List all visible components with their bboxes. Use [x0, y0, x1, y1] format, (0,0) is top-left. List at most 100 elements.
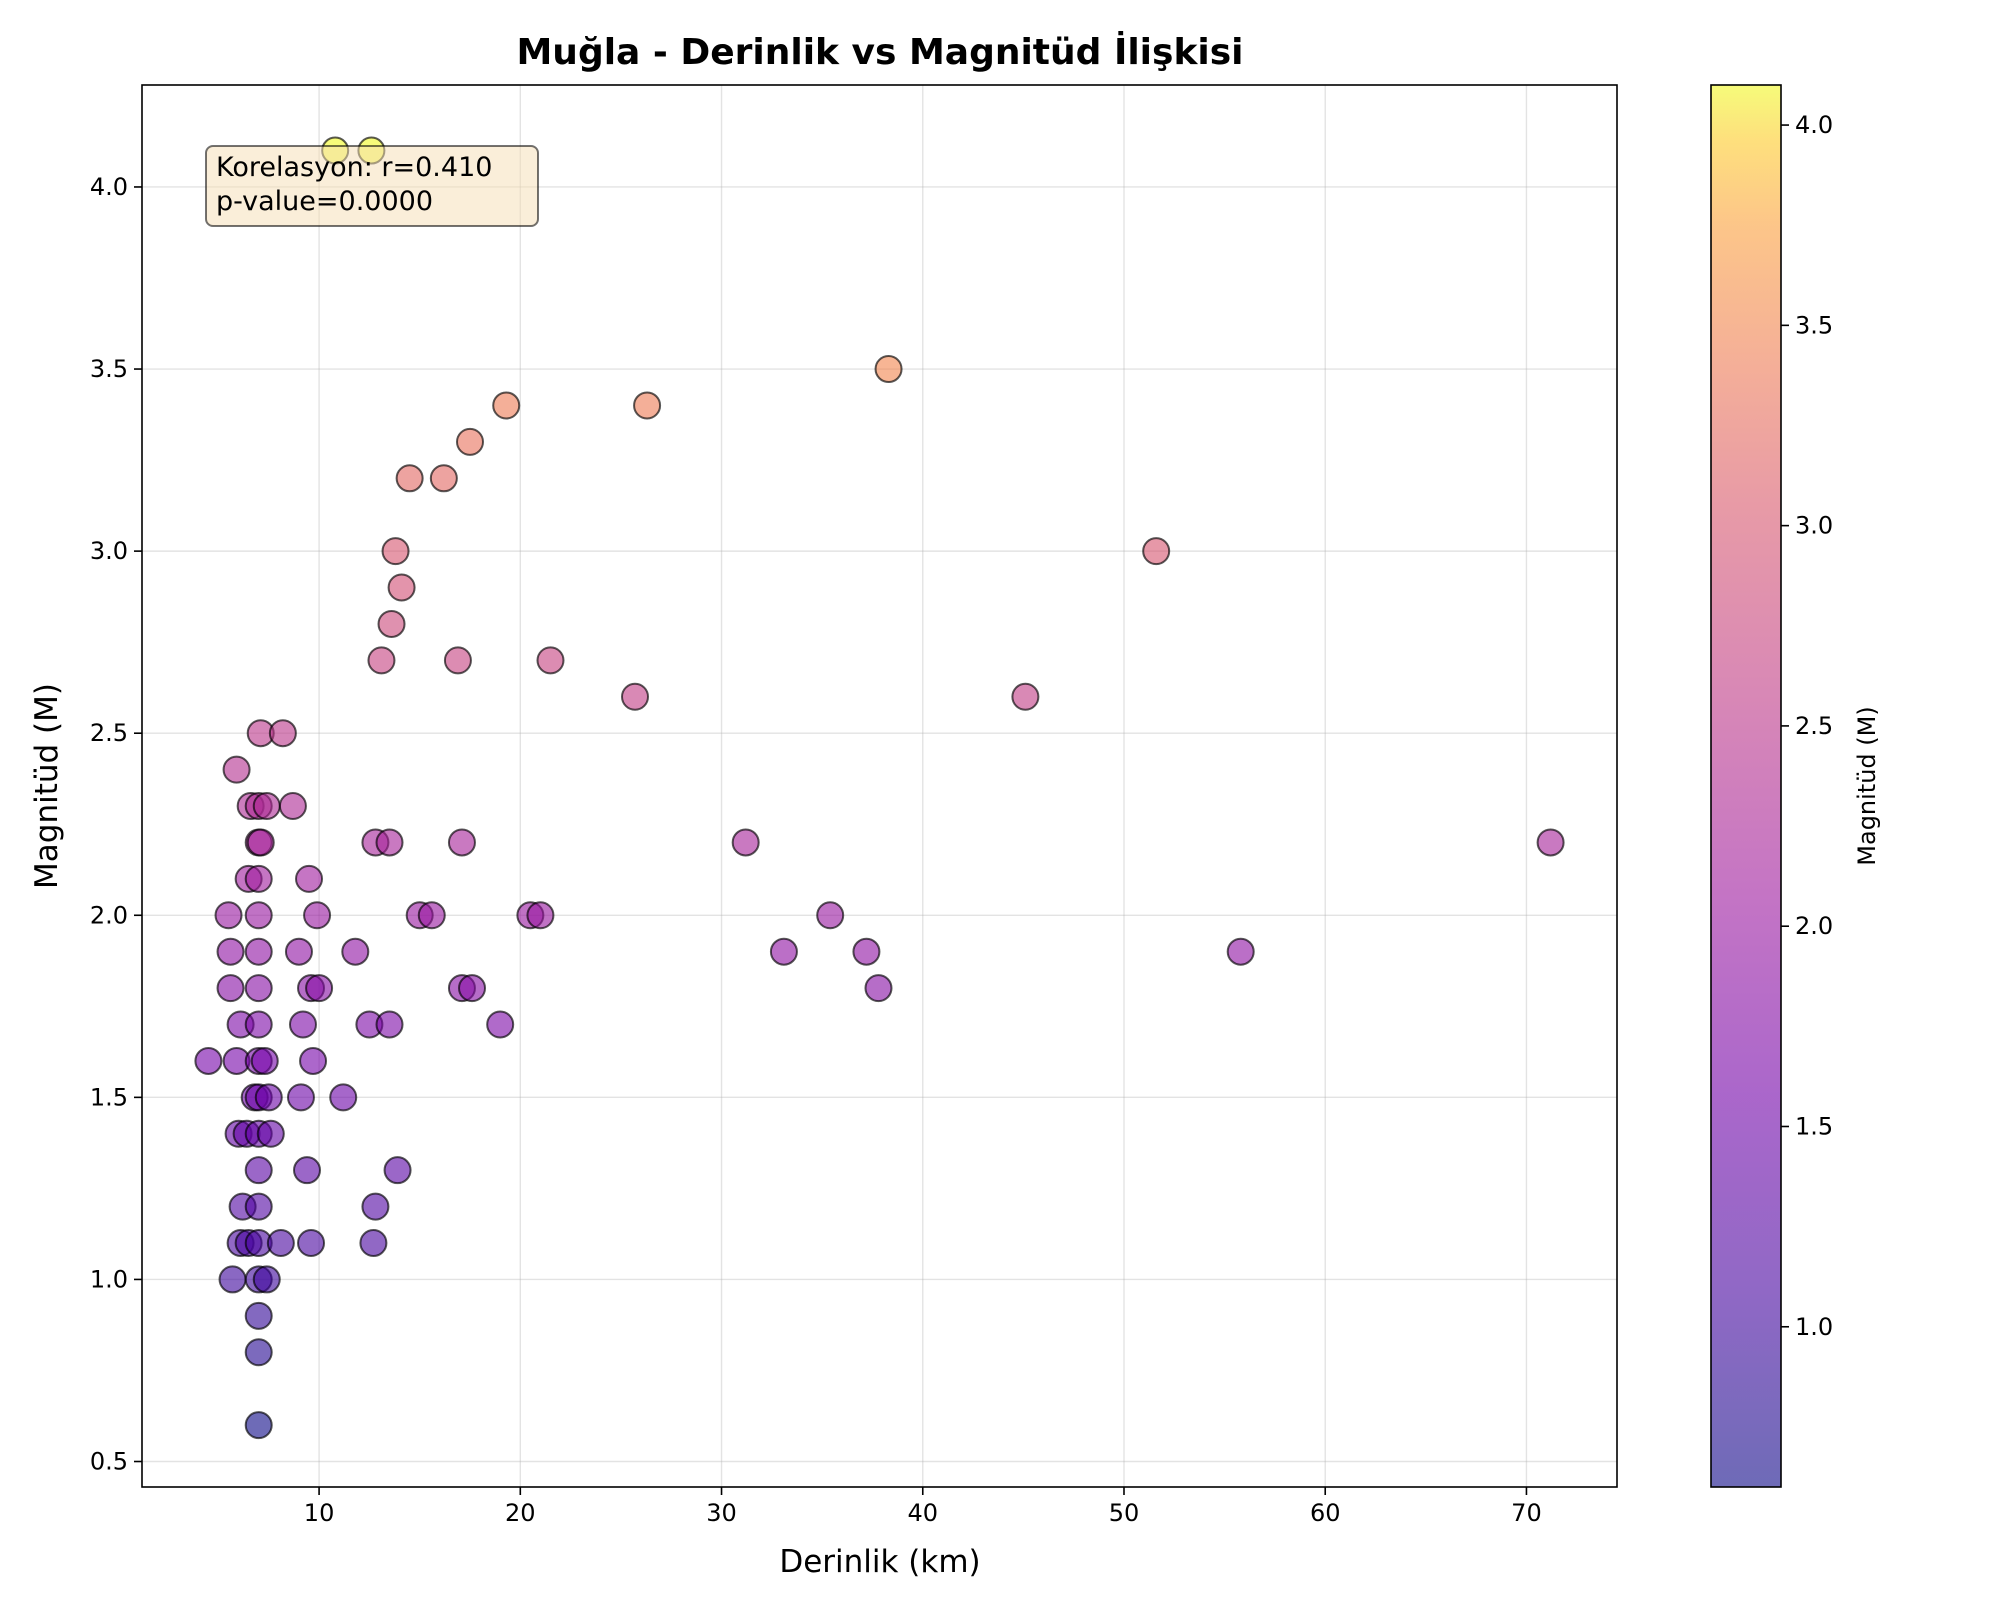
data-point [375, 1010, 404, 1039]
data-point [216, 974, 245, 1003]
data-point [244, 864, 273, 893]
data-point [633, 391, 662, 420]
colorbar-label: Magnitüd (M) [1853, 706, 1881, 865]
data-point [244, 937, 273, 966]
data-point [244, 901, 273, 930]
data-point [305, 974, 334, 1003]
data-point [288, 1010, 317, 1039]
data-point [621, 682, 650, 711]
data-point [295, 864, 324, 893]
data-point [218, 1265, 247, 1294]
data-point [383, 1156, 412, 1185]
colorbar-tick-label: 2.5 [1795, 712, 1833, 740]
x-tick-label: 60 [1310, 1499, 1341, 1527]
data-point [299, 1046, 328, 1075]
data-point [293, 1156, 322, 1185]
data-point [286, 1083, 315, 1112]
data-point [492, 391, 521, 420]
colorbar-gradient [1710, 84, 1782, 1488]
data-point [256, 1119, 285, 1148]
data-point [246, 828, 275, 857]
data-point [252, 792, 281, 821]
data-point [222, 755, 251, 784]
y-tick-label: 0.5 [90, 1448, 128, 1476]
data-point [244, 1192, 273, 1221]
y-tick-label: 1.0 [90, 1265, 128, 1293]
x-tick-label: 40 [907, 1499, 938, 1527]
data-point [731, 828, 760, 857]
data-point [458, 974, 487, 1003]
data-point [244, 1411, 273, 1440]
x-tick-label: 20 [505, 1499, 536, 1527]
data-points [194, 136, 1565, 1440]
colorbar-tick-label: 2.0 [1795, 912, 1833, 940]
data-point [1142, 537, 1171, 566]
data-point [244, 1010, 273, 1039]
data-point [214, 901, 243, 930]
data-point [268, 719, 297, 748]
y-tick-label: 3.5 [90, 355, 128, 383]
data-point [278, 792, 307, 821]
annotation-correlation: Korelasyon: r=0.410 [216, 152, 492, 183]
data-point [864, 974, 893, 1003]
data-point [303, 901, 332, 930]
data-point [443, 646, 472, 675]
y-tick-label: 2.5 [90, 719, 128, 747]
data-point [769, 937, 798, 966]
data-point [244, 1301, 273, 1330]
data-point [852, 937, 881, 966]
colorbar-tick-label: 4.0 [1795, 111, 1833, 139]
annotation-box: Korelasyon: r=0.410 p-value=0.0000 [205, 145, 539, 227]
data-point [417, 901, 446, 930]
colorbar-tick-label: 3.0 [1795, 512, 1833, 540]
data-point [216, 937, 245, 966]
data-point [387, 573, 416, 602]
y-tick-label: 4.0 [90, 173, 128, 201]
colorbar-tick-label: 1.0 [1795, 1313, 1833, 1341]
data-point [536, 646, 565, 675]
y-axis-label: Magnitüd (M) [29, 683, 65, 889]
plot-frame [141, 84, 1618, 1488]
data-point [297, 1229, 326, 1258]
data-point [359, 1229, 388, 1258]
data-point [816, 901, 845, 930]
x-axis: 10 20 30 40 50 60 70 [304, 1487, 1542, 1527]
colorbar-tick-label: 1.5 [1795, 1112, 1833, 1140]
data-point [254, 1083, 283, 1112]
y-tick-label: 1.5 [90, 1083, 128, 1111]
y-axis: 0.5 1.0 1.5 2.0 2.5 3.0 3.5 4.0 [90, 173, 142, 1476]
data-point [1011, 682, 1040, 711]
grid [142, 85, 1617, 1487]
data-point [329, 1083, 358, 1112]
data-point [194, 1046, 223, 1075]
data-point [367, 646, 396, 675]
data-point [1536, 828, 1565, 857]
data-point [284, 937, 313, 966]
data-point [1226, 937, 1255, 966]
data-point [456, 427, 485, 456]
data-point [244, 1338, 273, 1367]
x-tick-label: 10 [304, 1499, 335, 1527]
data-point [486, 1010, 515, 1039]
data-point [874, 355, 903, 384]
x-tick-label: 50 [1109, 1499, 1140, 1527]
data-point [244, 974, 273, 1003]
data-point [429, 464, 458, 493]
annotation-pvalue: p-value=0.0000 [216, 186, 433, 217]
y-tick-label: 2.0 [90, 901, 128, 929]
data-point [377, 609, 406, 638]
data-point [381, 537, 410, 566]
data-point [244, 1156, 273, 1185]
data-point [375, 828, 404, 857]
data-point [395, 464, 424, 493]
colorbar-ticks: 1.0 1.5 2.0 2.5 3.0 3.5 4.0 [1781, 111, 1833, 1341]
data-point [252, 1265, 281, 1294]
colorbar-tick-label: 3.5 [1795, 311, 1833, 339]
y-tick-label: 3.0 [90, 537, 128, 565]
x-tick-label: 70 [1511, 1499, 1542, 1527]
colorbar: 1.0 1.5 2.0 2.5 3.0 3.5 4.0 Magnitüd (M) [1710, 84, 1881, 1488]
data-point [266, 1229, 295, 1258]
x-tick-label: 30 [706, 1499, 737, 1527]
data-point [250, 1046, 279, 1075]
